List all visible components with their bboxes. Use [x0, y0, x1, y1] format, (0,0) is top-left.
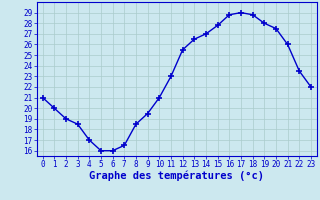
X-axis label: Graphe des températures (°c): Graphe des températures (°c): [89, 171, 264, 181]
